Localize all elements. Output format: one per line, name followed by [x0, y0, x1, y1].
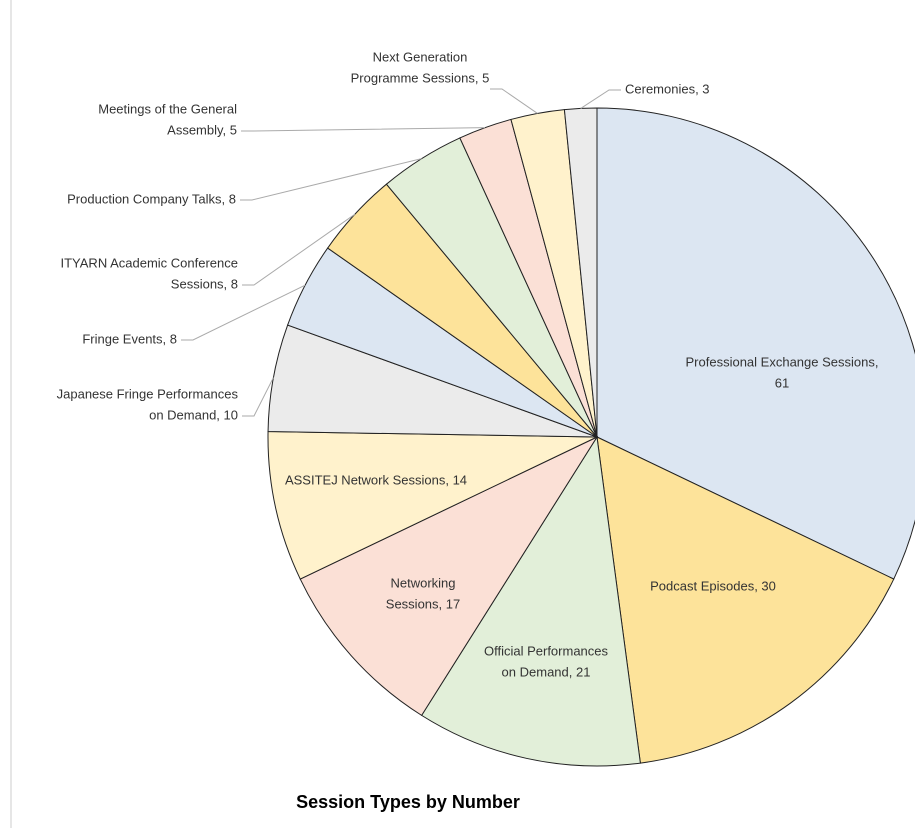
slice-label: Podcast Episodes, 30	[650, 578, 776, 593]
slice-label: Assembly, 5	[167, 122, 237, 137]
slice-label: Fringe Events, 8	[82, 331, 177, 346]
slice-label: Sessions, 8	[171, 276, 238, 291]
slice-label: ASSITEJ Network Sessions, 14	[285, 472, 467, 487]
slice-label: 61	[775, 375, 789, 390]
leader-line	[580, 89, 621, 109]
chart-title: Session Types by Number	[296, 792, 520, 812]
leader-line	[181, 284, 306, 341]
slice	[299, 435, 599, 717]
slice-label: Ceremonies, 3	[625, 81, 710, 96]
slice-label: Japanese Fringe Performances	[57, 386, 239, 401]
slice-label: Professional Exchange Sessions,	[686, 354, 879, 369]
slice-label: Meetings of the General	[98, 101, 237, 116]
leader-line	[240, 158, 422, 201]
slice-label: Networking	[390, 575, 455, 590]
leader-line	[242, 377, 274, 417]
slices	[267, 107, 915, 767]
leader-line	[490, 88, 538, 114]
leader-line	[241, 127, 486, 132]
slice-label: on Demand, 10	[149, 407, 238, 422]
leader-line	[242, 213, 356, 286]
slice-label: Production Company Talks, 8	[67, 191, 236, 206]
slice	[563, 107, 598, 438]
slice-label: Sessions, 17	[386, 596, 460, 611]
slice-label: on Demand, 21	[502, 664, 591, 679]
slice	[596, 436, 895, 764]
slice	[596, 107, 915, 580]
slice-label: Programme Sessions, 5	[351, 70, 490, 85]
slice	[420, 435, 641, 767]
slice-label: ITYARN Academic Conference	[61, 255, 239, 270]
slice-label: Official Performances	[484, 643, 609, 658]
slice-label: Next Generation	[373, 49, 468, 64]
slice	[267, 431, 598, 580]
